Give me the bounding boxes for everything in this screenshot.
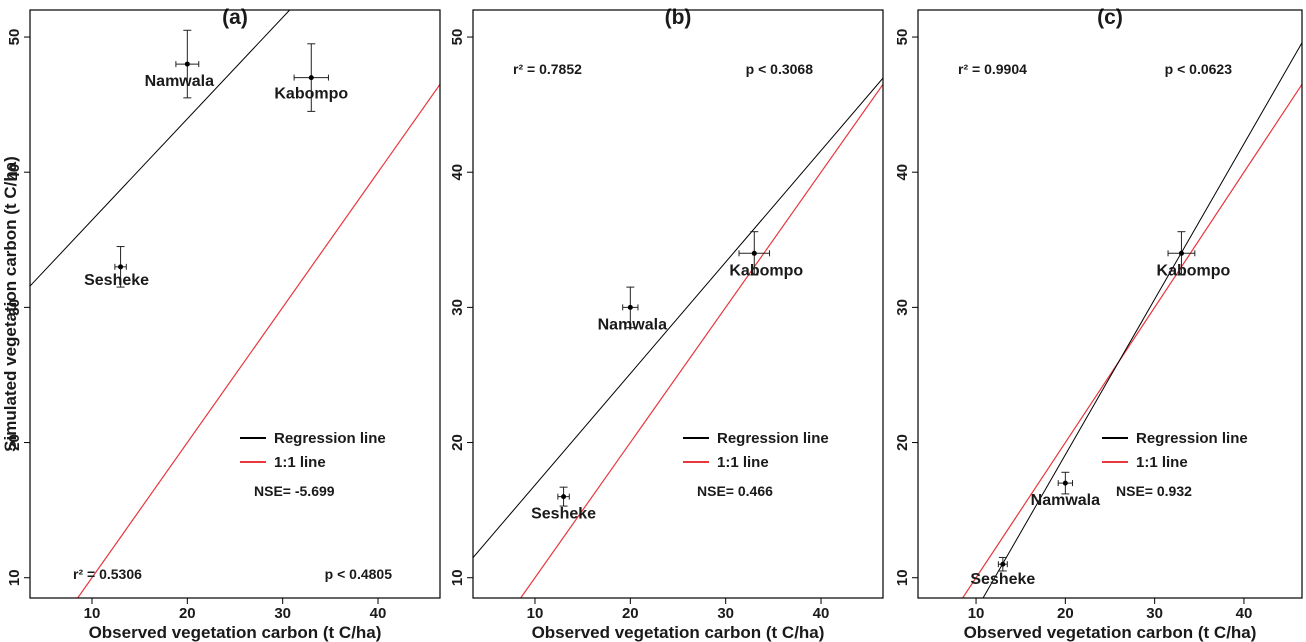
- legend-label-regression: Regression line: [717, 430, 829, 447]
- y-tick-label: 40: [6, 164, 23, 181]
- x-tick-label: 30: [1146, 605, 1163, 622]
- legend-label-one-to-one: 1:1 line: [1136, 454, 1188, 471]
- legend: Regression line 1:1 line: [683, 430, 829, 471]
- point-label: Sesheke: [970, 571, 1035, 588]
- point-label: Sesheke: [531, 506, 596, 523]
- x-tick-label: 10: [968, 605, 985, 622]
- x-tick-label: 30: [717, 605, 734, 622]
- point-label: Kabompo: [729, 262, 803, 279]
- regression-line: [30, 10, 291, 287]
- nse-label: NSE= -5.699: [254, 483, 335, 499]
- y-tick-label: 40: [894, 164, 911, 181]
- data-point-kabompo: Kabompo: [1157, 231, 1231, 279]
- one-to-one-line: [962, 84, 1302, 598]
- p-value-label: p < 0.0623: [1165, 61, 1233, 77]
- regression-line: [473, 77, 883, 558]
- x-tick-label: 10: [84, 605, 101, 622]
- point-marker: [561, 494, 567, 500]
- point-label: Sesheke: [84, 272, 149, 289]
- y-tick-label: 20: [894, 434, 911, 451]
- x-tick-label: 40: [1236, 605, 1253, 622]
- data-point-kabompo: Kabompo: [274, 43, 348, 112]
- legend-label-one-to-one: 1:1 line: [717, 454, 769, 471]
- point-marker: [751, 250, 757, 256]
- y-tick-label: 50: [449, 29, 466, 46]
- data-point-namwala: Namwala: [1031, 471, 1100, 509]
- data-point-sesheke: Sesheke: [531, 486, 596, 523]
- legend-label-regression: Regression line: [1136, 430, 1248, 447]
- x-tick-label: 40: [370, 605, 387, 622]
- x-tick-label: 10: [527, 605, 544, 622]
- legend: Regression line 1:1 line: [1102, 430, 1248, 471]
- nse-label: NSE= 0.466: [697, 483, 773, 499]
- point-label: Namwala: [1031, 492, 1100, 509]
- panel-title: (b): [665, 6, 692, 29]
- r-squared-label: r² = 0.9904: [958, 61, 1027, 77]
- point-marker: [118, 264, 124, 270]
- panel-title: (a): [222, 6, 248, 29]
- point-label: Namwala: [598, 316, 667, 333]
- x-tick-label: 20: [179, 605, 196, 622]
- y-axis-label: Simulated vegetation carbon (t C/ha): [1, 156, 20, 452]
- point-marker: [184, 61, 190, 67]
- data-point-sesheke: Sesheke: [970, 556, 1035, 588]
- y-tick-label: 50: [894, 29, 911, 46]
- x-tick-label: 40: [813, 605, 830, 622]
- data-point-kabompo: Kabompo: [729, 231, 803, 279]
- y-tick-label: 30: [6, 299, 23, 316]
- y-tick-label: 20: [6, 434, 23, 451]
- legend-label-regression: Regression line: [274, 430, 386, 447]
- chart-panel-2: (b) 10 20 30 40 10 20 30 40 50 Observed vegetation…: [449, 6, 884, 642]
- nse-label: NSE= 0.932: [1116, 483, 1192, 499]
- data-point-namwala: Namwala: [145, 29, 214, 99]
- x-axis-label: Observed vegetation carbon (t C/ha): [89, 623, 382, 642]
- y-tick-label: 20: [449, 434, 466, 451]
- r-squared-label: r² = 0.5306: [73, 566, 142, 582]
- point-marker: [1000, 561, 1006, 567]
- point-marker: [1178, 250, 1184, 256]
- panel-title: (c): [1097, 6, 1123, 29]
- p-value-label: p < 0.4805: [325, 566, 393, 582]
- legend: Regression line 1:1 line: [240, 430, 386, 471]
- point-marker: [308, 75, 314, 81]
- x-tick-label: 20: [622, 605, 639, 622]
- point-marker: [627, 304, 633, 310]
- y-tick-label: 10: [894, 569, 911, 586]
- data-point-namwala: Namwala: [598, 286, 667, 333]
- point-label: Kabompo: [274, 86, 348, 103]
- one-to-one-line: [77, 83, 440, 598]
- p-value-label: p < 0.3068: [746, 61, 814, 77]
- y-tick-label: 30: [449, 299, 466, 316]
- one-to-one-line: [520, 83, 883, 598]
- plot-frame: [29, 9, 441, 599]
- data-point-sesheke: Sesheke: [84, 246, 149, 289]
- chart-panel-3: (c) 10 20 30 40 10 20 30 40 50 Observed vegetation…: [894, 6, 1303, 642]
- y-tick-label: 50: [6, 29, 23, 46]
- x-axis-label: Observed vegetation carbon (t C/ha): [964, 623, 1257, 642]
- y-tick-label: 30: [894, 299, 911, 316]
- x-tick-label: 30: [274, 605, 291, 622]
- point-label: Kabompo: [1157, 262, 1231, 279]
- point-marker: [1062, 480, 1068, 486]
- y-tick-label: 40: [449, 164, 466, 181]
- r-squared-label: r² = 0.7852: [513, 61, 582, 77]
- plot-frame: [472, 9, 884, 599]
- y-tick-label: 10: [6, 569, 23, 586]
- chart-panel-1: (a) 10 20 30 40 10 20 30 40 50 Observed vegetation…: [1, 6, 441, 642]
- point-label: Namwala: [145, 73, 214, 90]
- x-tick-label: 20: [1057, 605, 1074, 622]
- legend-label-one-to-one: 1:1 line: [274, 454, 326, 471]
- y-tick-label: 10: [449, 569, 466, 586]
- regression-line: [982, 42, 1302, 598]
- x-axis-label: Observed vegetation carbon (t C/ha): [532, 623, 825, 642]
- plot-frame: [917, 9, 1303, 599]
